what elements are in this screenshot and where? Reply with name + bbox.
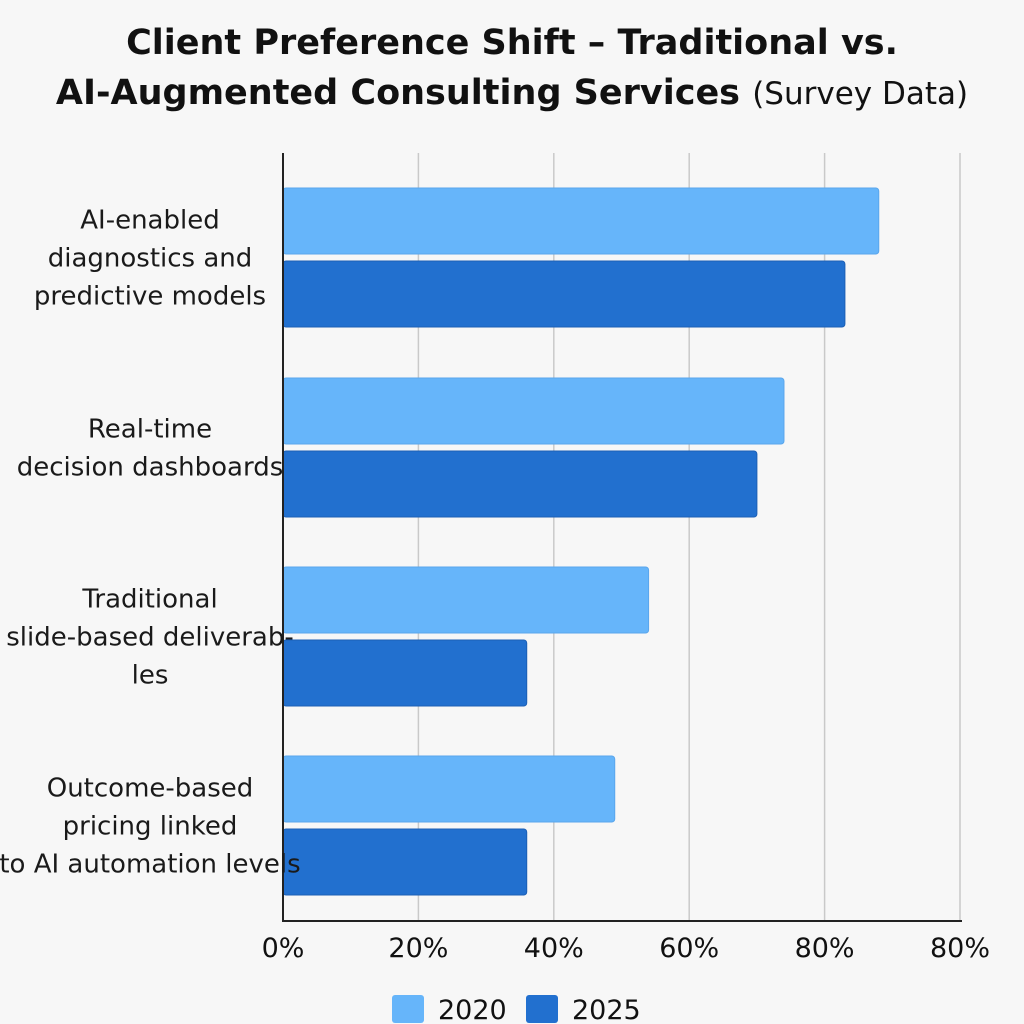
legend-label-2025: 2025: [572, 995, 641, 1024]
category-label-line: predictive models: [34, 282, 266, 312]
x-tick-label: 80%: [795, 933, 855, 964]
category-label-line: AI-enabled: [80, 206, 219, 236]
category-label-line: slide-based deliverab-: [6, 623, 293, 653]
x-tick-labels: 0% 20% 40% 60% 80% 80%: [262, 933, 990, 964]
chart-title: Client Preference Shift – Traditional vs…: [0, 18, 1024, 119]
category-label-line: Outcome-based: [47, 774, 254, 804]
x-tick-label: 40%: [524, 933, 584, 964]
bar-2025: [282, 639, 528, 707]
x-tick-label: 0%: [262, 933, 305, 964]
category-label-line: les: [132, 661, 169, 691]
category-label-line: Traditional: [81, 585, 217, 615]
category-label: Real-time decision dashboards: [17, 415, 284, 483]
category-label-line: pricing linked: [63, 812, 238, 842]
category-label-line: to AI automation levels: [0, 850, 301, 880]
legend-label-2020: 2020: [438, 995, 507, 1024]
chart-subtitle: (Survey Data): [752, 76, 969, 112]
category-label-line: diagnostics and: [48, 244, 253, 274]
category-label: Outcome-based pricing linked to AI automat…: [0, 774, 301, 880]
category-label: AI-enabled diagnostics and predictive mode…: [34, 206, 266, 312]
legend: 2020 2025: [392, 995, 641, 1024]
bar-2020: [282, 755, 616, 823]
x-tick-label: 60%: [659, 933, 719, 964]
legend-swatch-2025: [526, 995, 558, 1023]
bars: [282, 187, 880, 896]
bar-2025: [282, 828, 528, 896]
x-tick-label: 80%: [930, 933, 990, 964]
category-label-line: Real-time: [88, 415, 212, 445]
x-tick-label: 20%: [388, 933, 448, 964]
bar-2020: [282, 377, 785, 445]
bar-2020: [282, 566, 650, 634]
axes: [282, 153, 962, 922]
category-labels: AI-enabled diagnostics and predictive mode…: [0, 206, 301, 880]
category-label-line: decision dashboards: [17, 453, 284, 483]
chart-title-line-2: AI-Augmented Consulting Services (Survey…: [55, 73, 969, 113]
category-label: Traditional slide-based deliverab-les: [6, 585, 293, 691]
bar-2025: [282, 450, 758, 518]
chart-title-line-1: Client Preference Shift – Traditional vs…: [126, 23, 898, 63]
bar-2020: [282, 187, 880, 255]
legend-swatch-2020: [392, 995, 424, 1023]
bar-2025: [282, 260, 846, 328]
